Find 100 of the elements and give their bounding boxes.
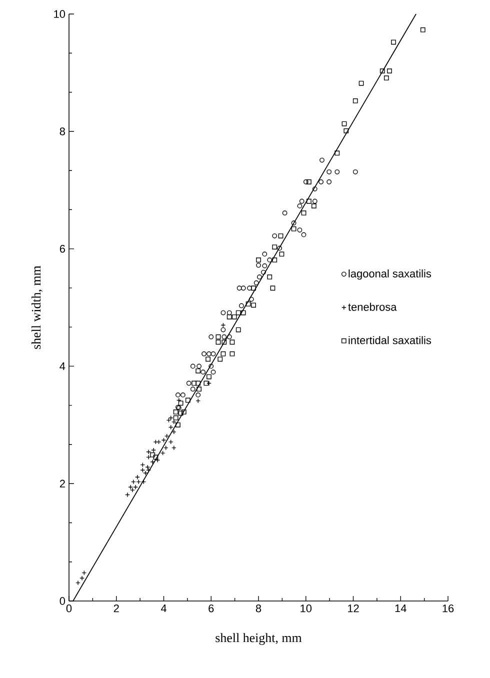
point <box>256 262 261 268</box>
x-axis-title: shell height, mm <box>216 633 302 645</box>
x-tick-label: 0 <box>66 604 72 612</box>
point <box>420 27 426 32</box>
point <box>344 128 349 134</box>
point <box>176 422 180 428</box>
point <box>196 364 202 369</box>
point <box>278 233 284 238</box>
point <box>239 303 244 308</box>
point <box>173 410 178 414</box>
y-tick-label: 6 <box>60 244 65 253</box>
point <box>384 76 389 80</box>
point <box>178 410 184 416</box>
y-tick-label: 8 <box>60 128 65 136</box>
point <box>342 121 347 126</box>
point <box>261 270 266 275</box>
legend-label: lagoonal saxatilis <box>348 269 432 280</box>
point <box>254 280 259 286</box>
x-tick-label: 10 <box>300 604 312 612</box>
point <box>216 340 221 345</box>
point <box>297 228 302 232</box>
point <box>218 356 223 362</box>
point <box>311 204 316 208</box>
point <box>206 374 212 380</box>
point <box>262 252 268 257</box>
y-tick-label: 10 <box>54 10 66 18</box>
point <box>210 370 216 375</box>
point <box>352 98 358 104</box>
y-tick-label: 2 <box>60 480 65 488</box>
point <box>240 310 246 316</box>
point <box>301 232 306 238</box>
point <box>301 210 306 216</box>
point <box>220 327 226 332</box>
point <box>196 368 201 374</box>
point <box>272 244 278 250</box>
point <box>312 186 318 192</box>
point <box>267 274 272 280</box>
point <box>334 150 340 156</box>
point <box>216 334 221 340</box>
point <box>226 310 232 316</box>
x-tick-label: 14 <box>395 604 406 612</box>
point <box>230 340 235 345</box>
point <box>270 286 276 291</box>
point <box>173 415 178 420</box>
point <box>303 179 308 184</box>
point <box>247 286 252 291</box>
point <box>334 169 340 174</box>
point <box>387 68 392 74</box>
point <box>202 351 206 356</box>
point <box>196 386 202 392</box>
point <box>200 370 206 375</box>
x-tick-label: 6 <box>208 604 214 612</box>
point <box>236 310 241 316</box>
point <box>391 40 396 45</box>
point <box>236 327 241 332</box>
x-tick-label: 4 <box>160 604 166 612</box>
point <box>204 380 209 386</box>
point <box>230 351 235 356</box>
point <box>257 274 262 280</box>
point <box>291 226 296 232</box>
point <box>185 398 190 403</box>
x-tick-label: 16 <box>442 604 454 612</box>
point <box>251 286 256 291</box>
point <box>272 233 278 238</box>
point <box>153 454 158 460</box>
point <box>326 179 332 184</box>
point <box>206 351 212 356</box>
y-tick-label: 0 <box>60 597 66 605</box>
point <box>180 392 186 398</box>
point <box>210 351 216 356</box>
point <box>222 340 227 345</box>
x-tick-label: 2 <box>114 604 119 612</box>
point <box>208 364 214 369</box>
x-tick-label: 8 <box>256 604 262 612</box>
point <box>240 286 246 291</box>
point <box>208 334 214 340</box>
point <box>226 334 232 340</box>
point <box>297 204 302 208</box>
point <box>279 252 284 257</box>
point <box>320 158 324 163</box>
point <box>326 169 332 174</box>
y-tick-label: 4 <box>60 362 66 370</box>
point <box>206 356 210 362</box>
legend-label: intertidal saxatilis <box>348 336 432 344</box>
point <box>220 310 226 316</box>
point <box>299 198 304 204</box>
point <box>306 179 312 184</box>
point <box>282 210 288 216</box>
point <box>196 392 201 398</box>
point <box>226 314 232 320</box>
legend-label: tenebrosa <box>348 302 397 311</box>
point <box>358 80 364 86</box>
point <box>306 198 312 204</box>
point <box>178 400 184 406</box>
point <box>277 246 282 251</box>
point <box>176 392 180 398</box>
point <box>196 380 201 386</box>
y-axis-title: shell width, mm <box>31 266 42 349</box>
point <box>150 452 156 458</box>
point <box>380 68 385 74</box>
